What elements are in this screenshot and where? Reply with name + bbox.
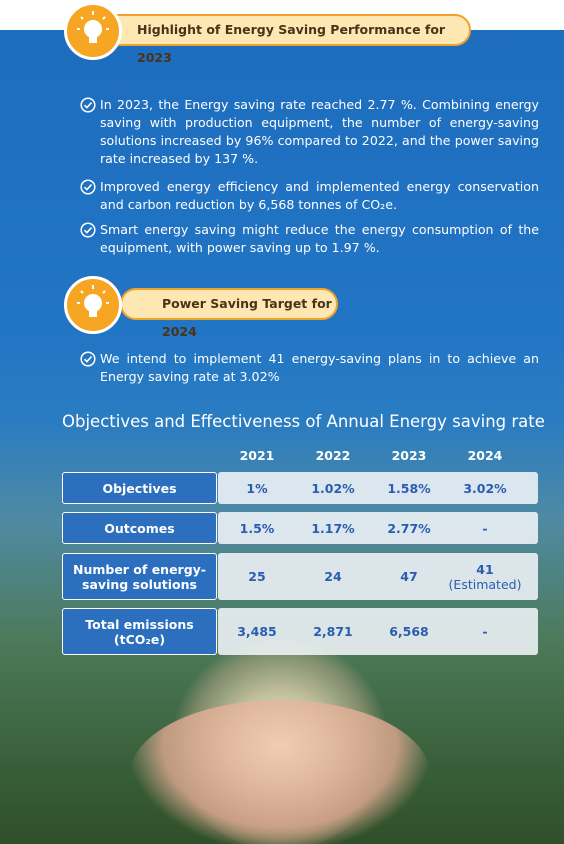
bullet-item: Improved energy efficiency and implement… (80, 178, 539, 214)
row-label: Objectives (62, 472, 217, 504)
cell-value: 41 (476, 561, 494, 577)
check-icon (80, 222, 96, 238)
table-cell: 41 (Estimated) (447, 562, 523, 592)
table-cell: 25 (248, 569, 266, 584)
column-header: 2022 (315, 448, 351, 463)
table-cell: 24 (324, 569, 342, 584)
table-cell: 1.58% (387, 480, 431, 496)
table-cell: - (482, 624, 488, 639)
check-icon (80, 179, 96, 195)
row-cells: 1% 1.02% 1.58% 3.02% (218, 472, 538, 504)
table-cell: 1.02% (311, 480, 355, 496)
bullet-item: We intend to implement 41 energy-saving … (80, 350, 539, 386)
bullet-text: Smart energy saving might reduce the ene… (100, 222, 539, 255)
column-header: 2023 (391, 448, 427, 463)
bullet-text: Improved energy efficiency and implement… (100, 179, 539, 212)
row-cells: 1.5% 1.17% 2.77% - (218, 512, 538, 544)
row-cells: 25 24 47 41 (Estimated) (218, 553, 538, 600)
bullet-item: In 2023, the Energy saving rate reached … (80, 96, 539, 168)
table-cell: 1.5% (239, 520, 275, 536)
table-cell: 1.17% (311, 520, 355, 536)
table-title: Objectives and Effectiveness of Annual E… (62, 412, 545, 431)
bulb-icon (64, 276, 122, 334)
column-header: 2024 (467, 448, 503, 463)
table-cell: 47 (400, 569, 418, 584)
hands-image (130, 700, 430, 844)
table-cell: 6,568 (389, 624, 429, 639)
row-label: Number of energy-saving solutions (62, 553, 217, 600)
bullet-item: Smart energy saving might reduce the ene… (80, 221, 539, 257)
table-cell: 1% (246, 480, 268, 496)
bulb-icon (64, 2, 122, 60)
table-cell: 3,485 (237, 624, 277, 639)
row-label: Outcomes (62, 512, 217, 544)
check-icon (80, 351, 96, 367)
table-cell: 2.77% (387, 520, 431, 536)
table-cell: - (482, 520, 488, 536)
table-cell: 3.02% (463, 480, 507, 496)
section-title: Highlight of Energy Saving Performance f… (95, 14, 471, 65)
cell-note: (Estimated) (448, 576, 522, 592)
section-title: Power Saving Target for 2024 (120, 288, 338, 339)
column-header: 2021 (239, 448, 275, 463)
bullet-text: In 2023, the Energy saving rate reached … (100, 97, 539, 166)
bullet-text: We intend to implement 41 energy-saving … (100, 351, 539, 384)
check-icon (80, 97, 96, 113)
row-cells: 3,485 2,871 6,568 - (218, 608, 538, 655)
row-label: Total emissions (tCO₂e) (62, 608, 217, 655)
table-cell: 2,871 (313, 624, 353, 639)
